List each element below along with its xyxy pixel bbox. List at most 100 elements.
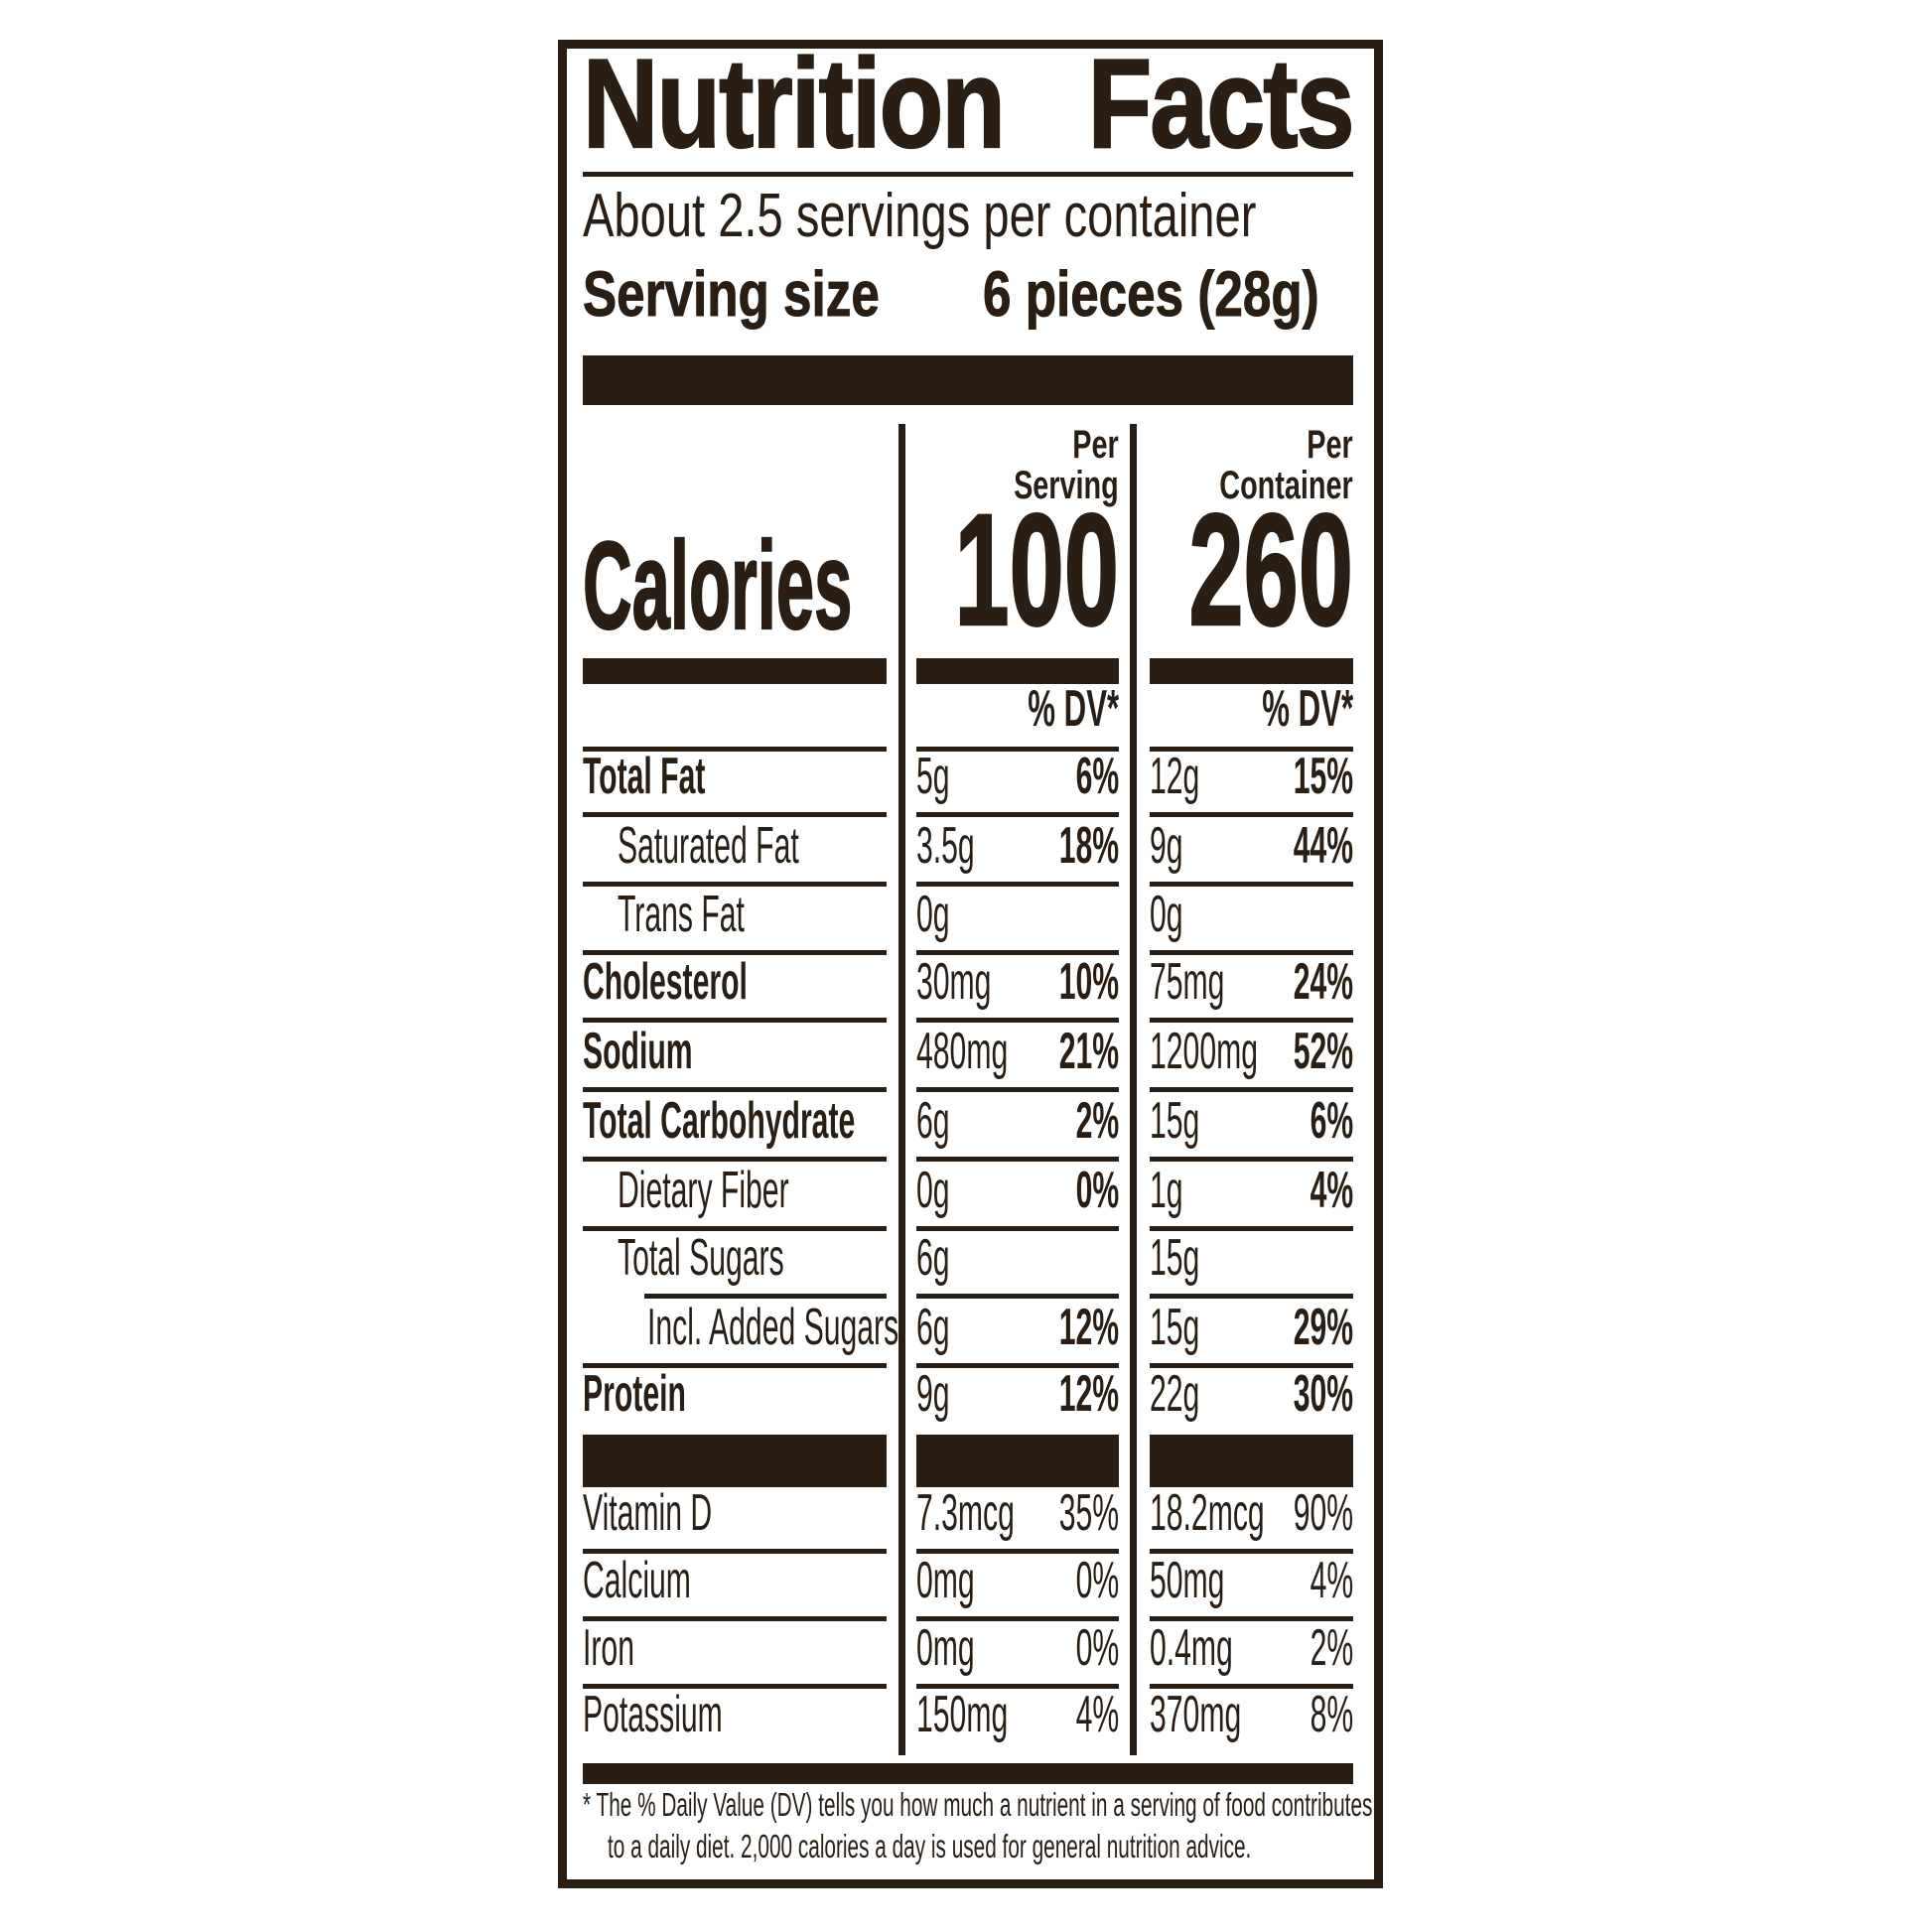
per-container-amount: 1200mg: [1150, 1023, 1258, 1080]
per-container-amount: 18.2mcg: [1150, 1484, 1265, 1542]
dv-header-serving: % DV*: [1028, 680, 1119, 738]
per-serving-dv: 0%: [1075, 1552, 1119, 1609]
per-container-dv: 24%: [1293, 953, 1353, 1011]
nutrient-name: Trans Fat: [618, 886, 745, 943]
per-serving-header-line1: Per: [1072, 423, 1119, 467]
per-serving-amount: 0mg: [916, 1552, 975, 1609]
per-container-amount: 15g: [1150, 1299, 1200, 1356]
serving-size-value: 6 pieces (28g): [983, 258, 1319, 330]
label-title-word-facts: Facts: [1087, 33, 1356, 174]
per-serving-amount: 7.3mcg: [916, 1484, 1015, 1542]
per-container-header-line2: Container: [1219, 464, 1353, 507]
per-serving-dv: 10%: [1058, 953, 1119, 1011]
dv-header-container: % DV*: [1262, 680, 1353, 738]
per-container-amount: 12g: [1150, 748, 1200, 805]
per-serving-dv: 12%: [1058, 1299, 1119, 1356]
vitamins-bar-serving: [916, 1435, 1119, 1487]
per-serving-dv: 35%: [1058, 1484, 1119, 1542]
dv-header-underline-left: [583, 747, 887, 752]
table-row-dietary-fiber: Dietary Fiber 0g 0% 1g 4%: [567, 1162, 1374, 1231]
serving-size-label: Serving size: [583, 258, 881, 330]
per-container-amount: 0g: [1150, 886, 1183, 943]
nutrient-name: Sodium: [583, 1023, 693, 1080]
nutrient-name: Calcium: [583, 1552, 691, 1609]
calories-per-container-value: 260: [1188, 481, 1354, 658]
per-serving-amount: 0mg: [916, 1619, 975, 1677]
nutrient-name: Saturated Fat: [618, 817, 799, 875]
per-container-dv: 52%: [1293, 1023, 1353, 1080]
calories-underbar-left: [583, 658, 887, 684]
per-container-dv: 30%: [1293, 1365, 1353, 1423]
per-container-amount: 22g: [1150, 1365, 1200, 1423]
footnote-separator-bar: [583, 1763, 1353, 1784]
column-divider-2: [1130, 424, 1137, 1755]
per-serving-amount: 6g: [916, 1299, 950, 1356]
per-container-dv: 4%: [1310, 1552, 1353, 1609]
per-container-amount: 50mg: [1150, 1552, 1225, 1609]
per-serving-dv: 18%: [1058, 817, 1119, 875]
vitamins-bar-left: [583, 1435, 887, 1487]
per-serving-dv: 21%: [1058, 1023, 1119, 1080]
nutrient-name: Iron: [583, 1619, 634, 1677]
per-container-header-line1: Per: [1307, 423, 1353, 467]
footnote-line1: * The % Daily Value (DV) tells you how m…: [583, 1786, 1373, 1823]
table-row-total-sugars: Total Sugars 6g 15g: [567, 1231, 1374, 1299]
per-serving-amount: 30mg: [916, 953, 992, 1011]
per-container-dv: 8%: [1310, 1686, 1353, 1743]
calories-label: Calories: [582, 517, 853, 655]
table-row-saturated-fat: Saturated Fat 3.5g 18% 9g 44%: [567, 817, 1374, 887]
per-container-amount: 75mg: [1150, 953, 1225, 1011]
per-serving-amount: 6g: [916, 1092, 950, 1150]
table-row-sodium: Sodium 480mg 21% 1200mg 52%: [567, 1023, 1374, 1092]
table-row-vitamin-d: Vitamin D 7.3mcg 35% 18.2mcg 90%: [567, 1487, 1374, 1554]
per-serving-amount: 3.5g: [916, 817, 975, 875]
per-serving-amount: 480mg: [916, 1023, 1009, 1080]
table-row-iron: Iron 0mg 0% 0.4mg 2%: [567, 1621, 1374, 1689]
calories-underbar-serving: [916, 658, 1119, 684]
per-serving-header-line2: Serving: [1014, 464, 1119, 507]
per-container-dv: 2%: [1310, 1619, 1353, 1677]
per-serving-dv: 0%: [1075, 1162, 1119, 1219]
servings-per-container-text: About 2.5 servings per container: [583, 182, 1257, 250]
per-serving-amount: 5g: [916, 748, 950, 805]
footnote-line2: to a daily diet. 2,000 calories a day is…: [608, 1828, 1252, 1864]
per-container-amount: 1g: [1150, 1162, 1183, 1219]
per-container-dv: 44%: [1293, 817, 1353, 875]
per-container-column-header: Per Container: [1220, 425, 1353, 506]
per-container-amount: 15g: [1150, 1229, 1200, 1287]
column-divider-1: [898, 424, 905, 1755]
per-serving-amount: 9g: [916, 1365, 950, 1423]
per-serving-column-header: Per Serving: [1014, 425, 1119, 506]
per-container-dv: 4%: [1310, 1162, 1353, 1219]
nutrient-name: Total Fat: [583, 748, 706, 805]
per-serving-dv: 12%: [1058, 1365, 1119, 1423]
table-row-total-carbohydrate: Total Carbohydrate 6g 2% 15g 6%: [567, 1092, 1374, 1162]
table-row-calcium: Calcium 0mg 0% 50mg 4%: [567, 1554, 1374, 1621]
table-row-total-fat: Total Fat 5g 6% 12g 15%: [567, 748, 1374, 817]
nutrient-name: Potassium: [583, 1686, 723, 1743]
nutrient-name: Total Carbohydrate: [583, 1092, 856, 1150]
per-container-dv: 29%: [1293, 1299, 1353, 1356]
per-serving-amount: 6g: [916, 1229, 950, 1287]
dv-header-underline-container: [1150, 747, 1353, 752]
per-serving-amount: 0g: [916, 886, 950, 943]
per-serving-dv: 2%: [1075, 1092, 1119, 1150]
nutrient-name: Cholesterol: [583, 953, 748, 1011]
per-container-dv: 90%: [1293, 1484, 1353, 1542]
nutrient-name: Vitamin D: [583, 1484, 713, 1542]
table-row-protein: Protein 9g 12% 22g 30%: [567, 1368, 1374, 1435]
per-container-amount: 9g: [1150, 817, 1183, 875]
per-serving-amount: 150mg: [916, 1686, 1009, 1743]
nutrient-name: Total Sugars: [618, 1229, 784, 1287]
nutrition-facts-label: Nutrition Facts About 2.5 servings per c…: [558, 33, 1383, 1888]
nutrient-name: Dietary Fiber: [618, 1162, 789, 1219]
dv-header-underline-serving: [916, 747, 1119, 752]
per-container-dv: 6%: [1310, 1092, 1353, 1150]
per-serving-amount: 0g: [916, 1162, 950, 1219]
per-serving-dv: 0%: [1075, 1619, 1119, 1677]
per-container-dv: 15%: [1293, 748, 1353, 805]
per-serving-dv: 4%: [1075, 1686, 1119, 1743]
nutrient-name: Incl. Added Sugars: [647, 1299, 899, 1356]
thick-separator-bar: [583, 355, 1353, 405]
per-container-amount: 370mg: [1150, 1686, 1242, 1743]
